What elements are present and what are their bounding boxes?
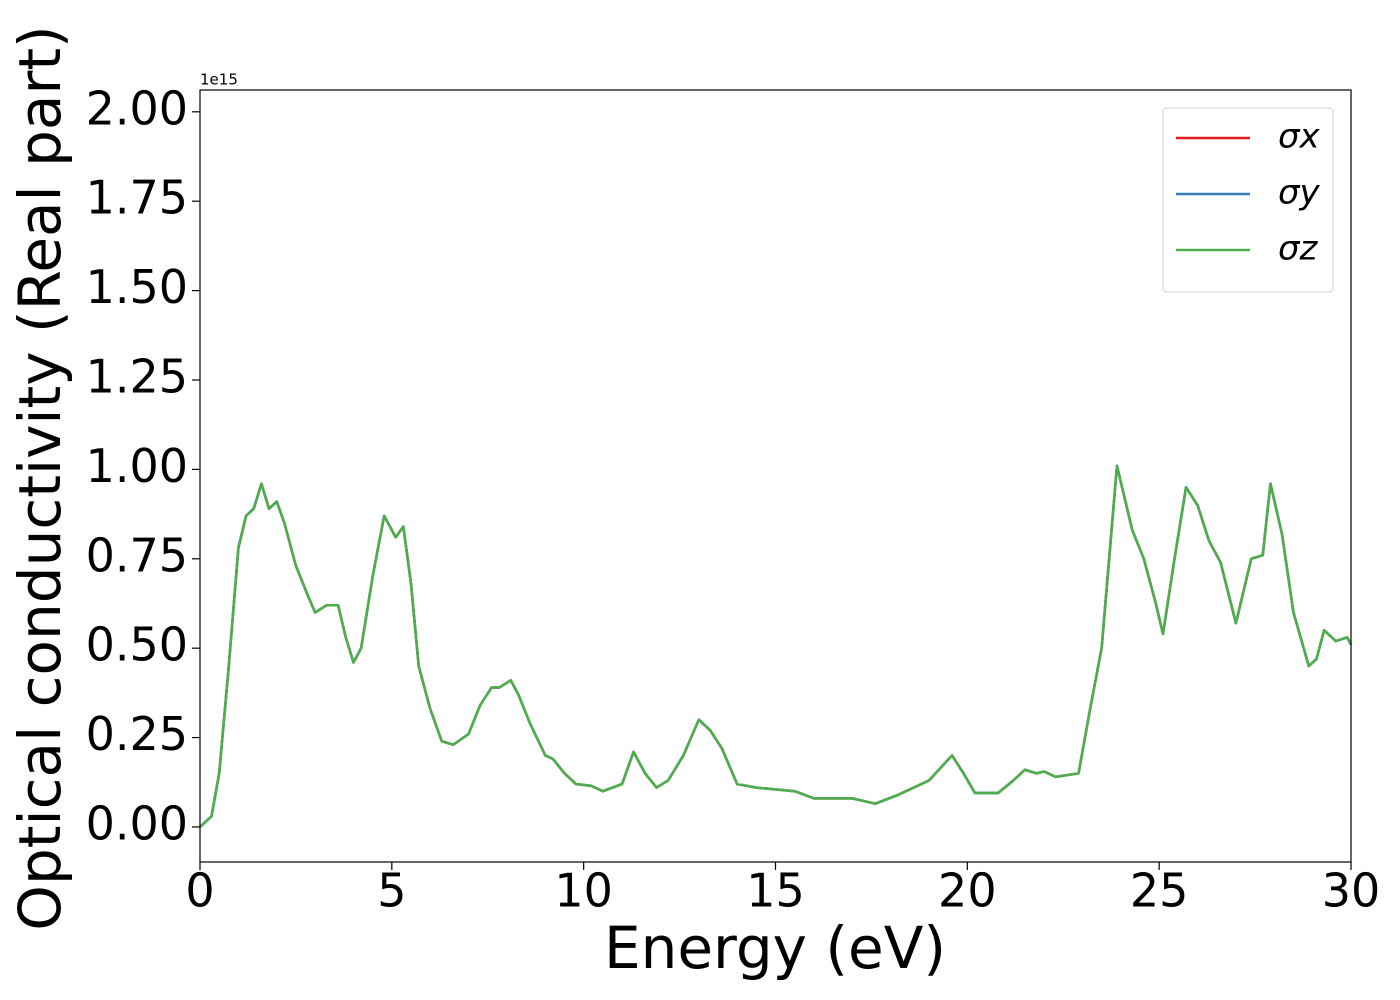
series-line	[199, 464, 1353, 828]
legend-label: σz	[1278, 229, 1319, 269]
x-tick-label: 30	[1322, 864, 1381, 918]
series-line	[199, 464, 1353, 828]
x-tick-label: 0	[185, 864, 214, 918]
y-tick-label: 0.00	[86, 796, 188, 850]
plot-frame	[199, 89, 1352, 863]
y-tick-label: 1.00	[86, 439, 188, 493]
x-tick-label: 10	[554, 864, 613, 918]
y-offset-text: 1e15	[200, 71, 238, 89]
x-tick-label: 20	[938, 864, 997, 918]
series-line	[199, 464, 1353, 828]
legend-label: σx	[1278, 117, 1321, 157]
y-tick-label: 2.00	[86, 81, 188, 135]
x-axis-label: Energy (eV)	[604, 914, 946, 982]
y-tick-label: 0.25	[86, 707, 188, 761]
y-tick-label: 1.50	[86, 260, 188, 314]
legend-label: σy	[1278, 173, 1321, 213]
y-axis-label: Optical conductivity (Real part)	[6, 25, 74, 930]
x-tick-label: 25	[1130, 864, 1189, 918]
y-tick-label: 1.25	[86, 349, 188, 403]
y-tick-label: 0.75	[86, 528, 188, 582]
y-tick-label: 1.75	[86, 171, 188, 225]
legend-box	[1162, 107, 1334, 293]
x-tick-label: 5	[377, 864, 406, 918]
x-tick-label: 15	[746, 864, 805, 918]
y-tick-label: 0.50	[86, 618, 188, 672]
